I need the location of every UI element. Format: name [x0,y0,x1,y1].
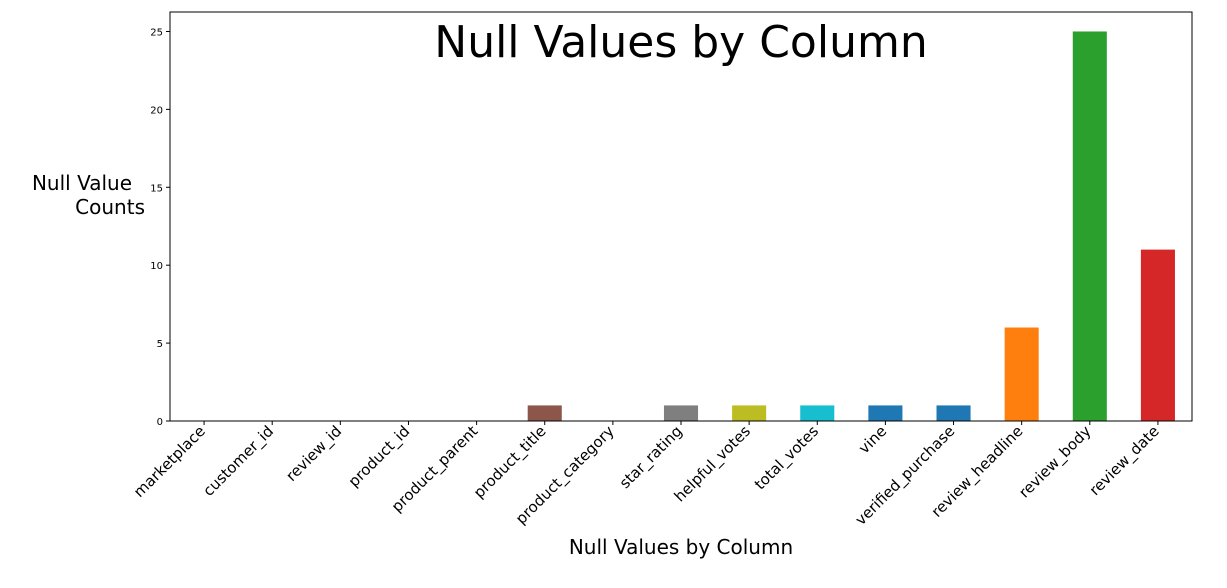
x-axis-label: Null Values by Column [569,535,793,559]
y-tick-label: 25 [150,27,163,38]
x-tick-label: customer_id [199,422,277,500]
x-tick-label: product_id [345,422,414,491]
bar-vine [868,405,903,421]
y-axis-label: Null Value Counts [10,171,145,219]
y-axis-ticks: 0 5 10 15 20 25 [150,27,170,428]
x-tick-label: review_body [1015,422,1095,502]
bar-product_title [527,405,562,421]
bar-review_date [1140,249,1175,421]
y-axis-label-line-2: Counts [75,195,145,219]
x-tick-label: total_votes [751,422,823,494]
x-tick-label: review_id [282,422,345,485]
bar-review_body [1072,31,1107,421]
x-tick-label: marketplace [130,422,209,501]
bar-verified_purchase [936,405,971,421]
bar-helpful_votes [732,405,767,421]
x-tick-label: vine [855,422,890,457]
x-tick-label: star_rating [616,422,687,493]
bars-group [527,31,1175,421]
y-tick-label: 5 [157,339,163,350]
bar-total_votes [800,405,835,421]
y-tick-label: 15 [150,183,163,194]
y-axis-label-line-1: Null Value [31,171,132,195]
bar-review_headline [1004,327,1039,421]
chart-title: Null Values by Column [434,17,927,68]
y-tick-label: 20 [150,105,163,116]
x-tick-label: review_date [1086,422,1164,500]
bar-star_rating [663,405,699,421]
y-tick-label: 0 [157,417,163,428]
y-tick-label: 10 [150,261,163,272]
plot-frame [169,11,1193,422]
